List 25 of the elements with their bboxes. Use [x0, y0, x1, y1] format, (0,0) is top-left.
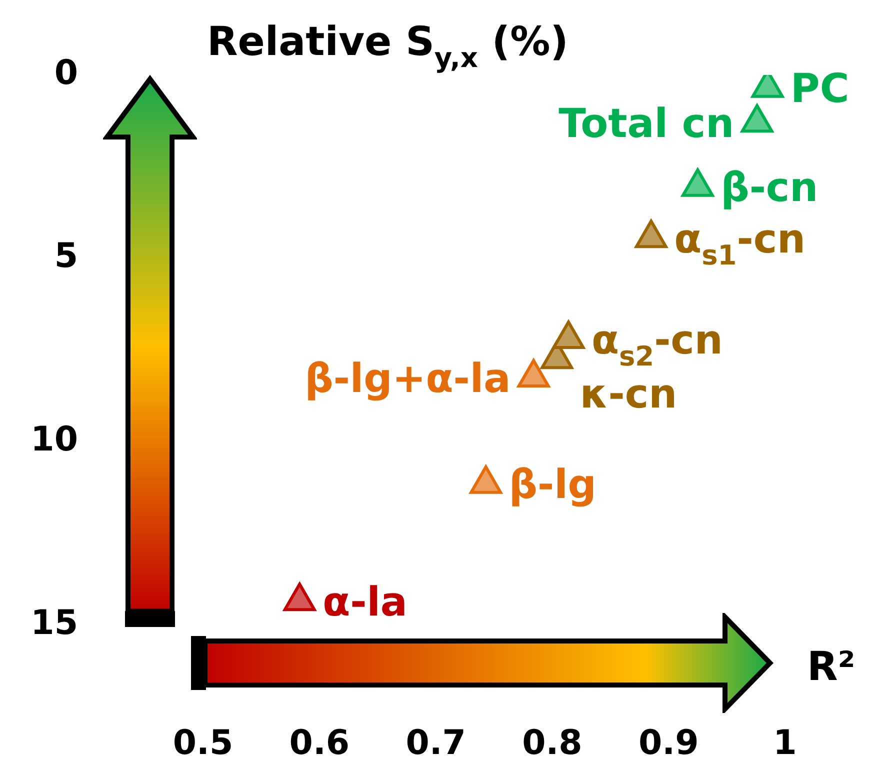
series-label: β-lg+α-la — [304, 356, 511, 402]
x-tick-label: 1 — [773, 722, 797, 763]
y-tick-label: 5 — [54, 236, 78, 276]
series-label: Total cn — [558, 101, 734, 148]
y-tick-label: 10 — [30, 419, 78, 460]
point — [517, 359, 550, 388]
y-tick-label: 15 — [30, 602, 78, 643]
point — [740, 104, 774, 133]
y-tick-label: 0 — [54, 52, 78, 93]
point — [470, 465, 502, 494]
x-axis-title: R² — [807, 644, 856, 690]
x-tick-label: 0.5 — [172, 722, 234, 763]
series-label: β-cn — [720, 165, 818, 212]
point — [283, 582, 316, 612]
x-tick-label: 0.6 — [289, 722, 350, 763]
point — [681, 168, 714, 197]
series-label: κ-cn — [580, 372, 678, 418]
point — [552, 320, 585, 349]
series-label: β-lg — [508, 462, 596, 508]
point — [634, 220, 668, 248]
series-label: PC — [790, 66, 850, 112]
x-tick-label: 0.8 — [522, 722, 582, 763]
series-label: α-la — [322, 580, 408, 626]
x-tick-label: 0.9 — [638, 722, 699, 763]
x-tick-label: 0.7 — [406, 722, 466, 763]
